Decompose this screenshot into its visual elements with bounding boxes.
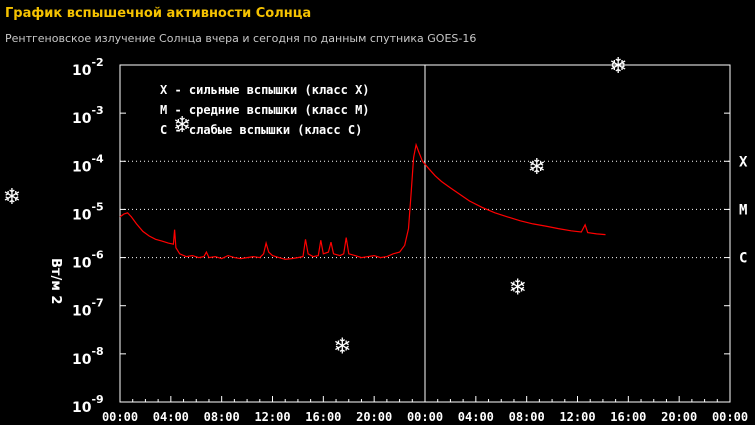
x-tick-label: 20:00 (356, 410, 392, 424)
page-title: График вспышечной активности Солнца (5, 6, 312, 21)
y-tick-label: 10-4 (72, 152, 104, 175)
snowflake-icon: ❄ (333, 334, 351, 359)
x-tick-label: 08:00 (204, 410, 240, 424)
snowflake-icon: ❄ (509, 276, 527, 301)
snowflake-icon: ❄ (528, 155, 546, 180)
x-tick-label: 00:00 (102, 410, 138, 424)
snowflake-icon: ❄ (3, 185, 21, 210)
y-axis-label: Вт/м 2 (48, 258, 63, 304)
x-tick-label: 04:00 (153, 410, 189, 424)
y-tick-label: 10-3 (72, 104, 104, 127)
page-subtitle: Рентгеновское излучение Солнца вчера и с… (5, 32, 477, 45)
class-label: M (739, 202, 747, 218)
class-label: X (739, 154, 748, 170)
class-label: C (739, 251, 747, 267)
y-tick-label: 10-7 (72, 297, 104, 320)
x-tick-label: 08:00 (509, 410, 545, 424)
x-tick-label: 12:00 (254, 410, 290, 424)
y-tick-label: 10-6 (72, 249, 104, 272)
legend-entry: C - слабые вспышки (класс C) (160, 123, 362, 137)
y-tick-label: 10-8 (72, 345, 104, 368)
x-tick-label: 12:00 (559, 410, 595, 424)
y-tick-label: 10-5 (72, 200, 104, 223)
x-tick-label: 04:00 (458, 410, 494, 424)
snowflake-icon: ❄ (173, 113, 191, 138)
xray-flux-line (119, 142, 606, 260)
y-tick-label: 10-2 (72, 56, 104, 79)
x-tick-label: 20:00 (661, 410, 697, 424)
y-tick-label: 10-9 (72, 393, 104, 416)
x-tick-label: 16:00 (610, 410, 646, 424)
x-tick-label: 00:00 (712, 410, 748, 424)
legend-entry: M - средние вспышки (класс M) (160, 103, 370, 117)
x-tick-label: 00:00 (407, 410, 443, 424)
legend-entry: X - сильные вспышки (класс X) (160, 83, 370, 97)
x-tick-label: 16:00 (305, 410, 341, 424)
snowflake-icon: ❄ (609, 54, 627, 79)
